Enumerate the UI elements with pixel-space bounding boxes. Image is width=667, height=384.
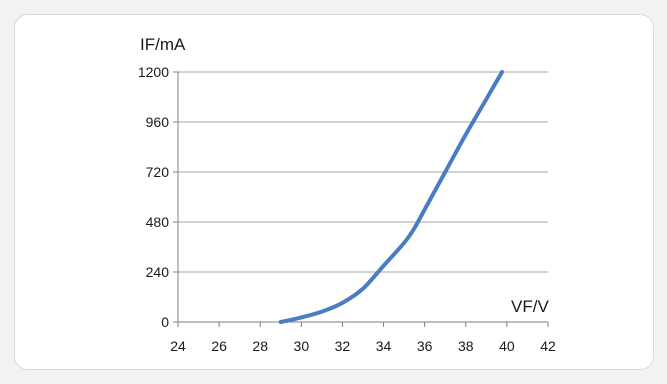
y-tick-label: 480 bbox=[146, 214, 170, 230]
y-tick-label: 720 bbox=[146, 164, 170, 180]
x-tick-label: 28 bbox=[252, 338, 268, 354]
axes bbox=[173, 71, 549, 327]
x-tick-label: 42 bbox=[540, 338, 556, 354]
plot-area bbox=[278, 70, 505, 324]
x-tick-label: 26 bbox=[211, 338, 227, 354]
x-axis-label: VF/V bbox=[511, 297, 549, 316]
y-tick-label: 240 bbox=[146, 264, 170, 280]
y-tick-label: 0 bbox=[161, 314, 169, 330]
y-tick-label: 1200 bbox=[138, 64, 169, 80]
series-line bbox=[278, 70, 505, 324]
x-tick-label: 40 bbox=[499, 338, 515, 354]
chart-card bbox=[14, 14, 654, 370]
x-tick-label: 24 bbox=[170, 338, 186, 354]
y-axis-label: IF/mA bbox=[140, 35, 186, 54]
x-tick-label: 32 bbox=[335, 338, 351, 354]
x-tick-label: 36 bbox=[417, 338, 433, 354]
x-tick-label: 30 bbox=[294, 338, 310, 354]
x-tick-label: 34 bbox=[376, 338, 392, 354]
tick-labels: 0 240 480 720 960 1200 24 26 28 30 32 34 36 38 40 42 bbox=[138, 64, 556, 354]
x-tick-label: 38 bbox=[458, 338, 474, 354]
y-tick-label: 960 bbox=[146, 114, 170, 130]
grid bbox=[178, 71, 548, 273]
